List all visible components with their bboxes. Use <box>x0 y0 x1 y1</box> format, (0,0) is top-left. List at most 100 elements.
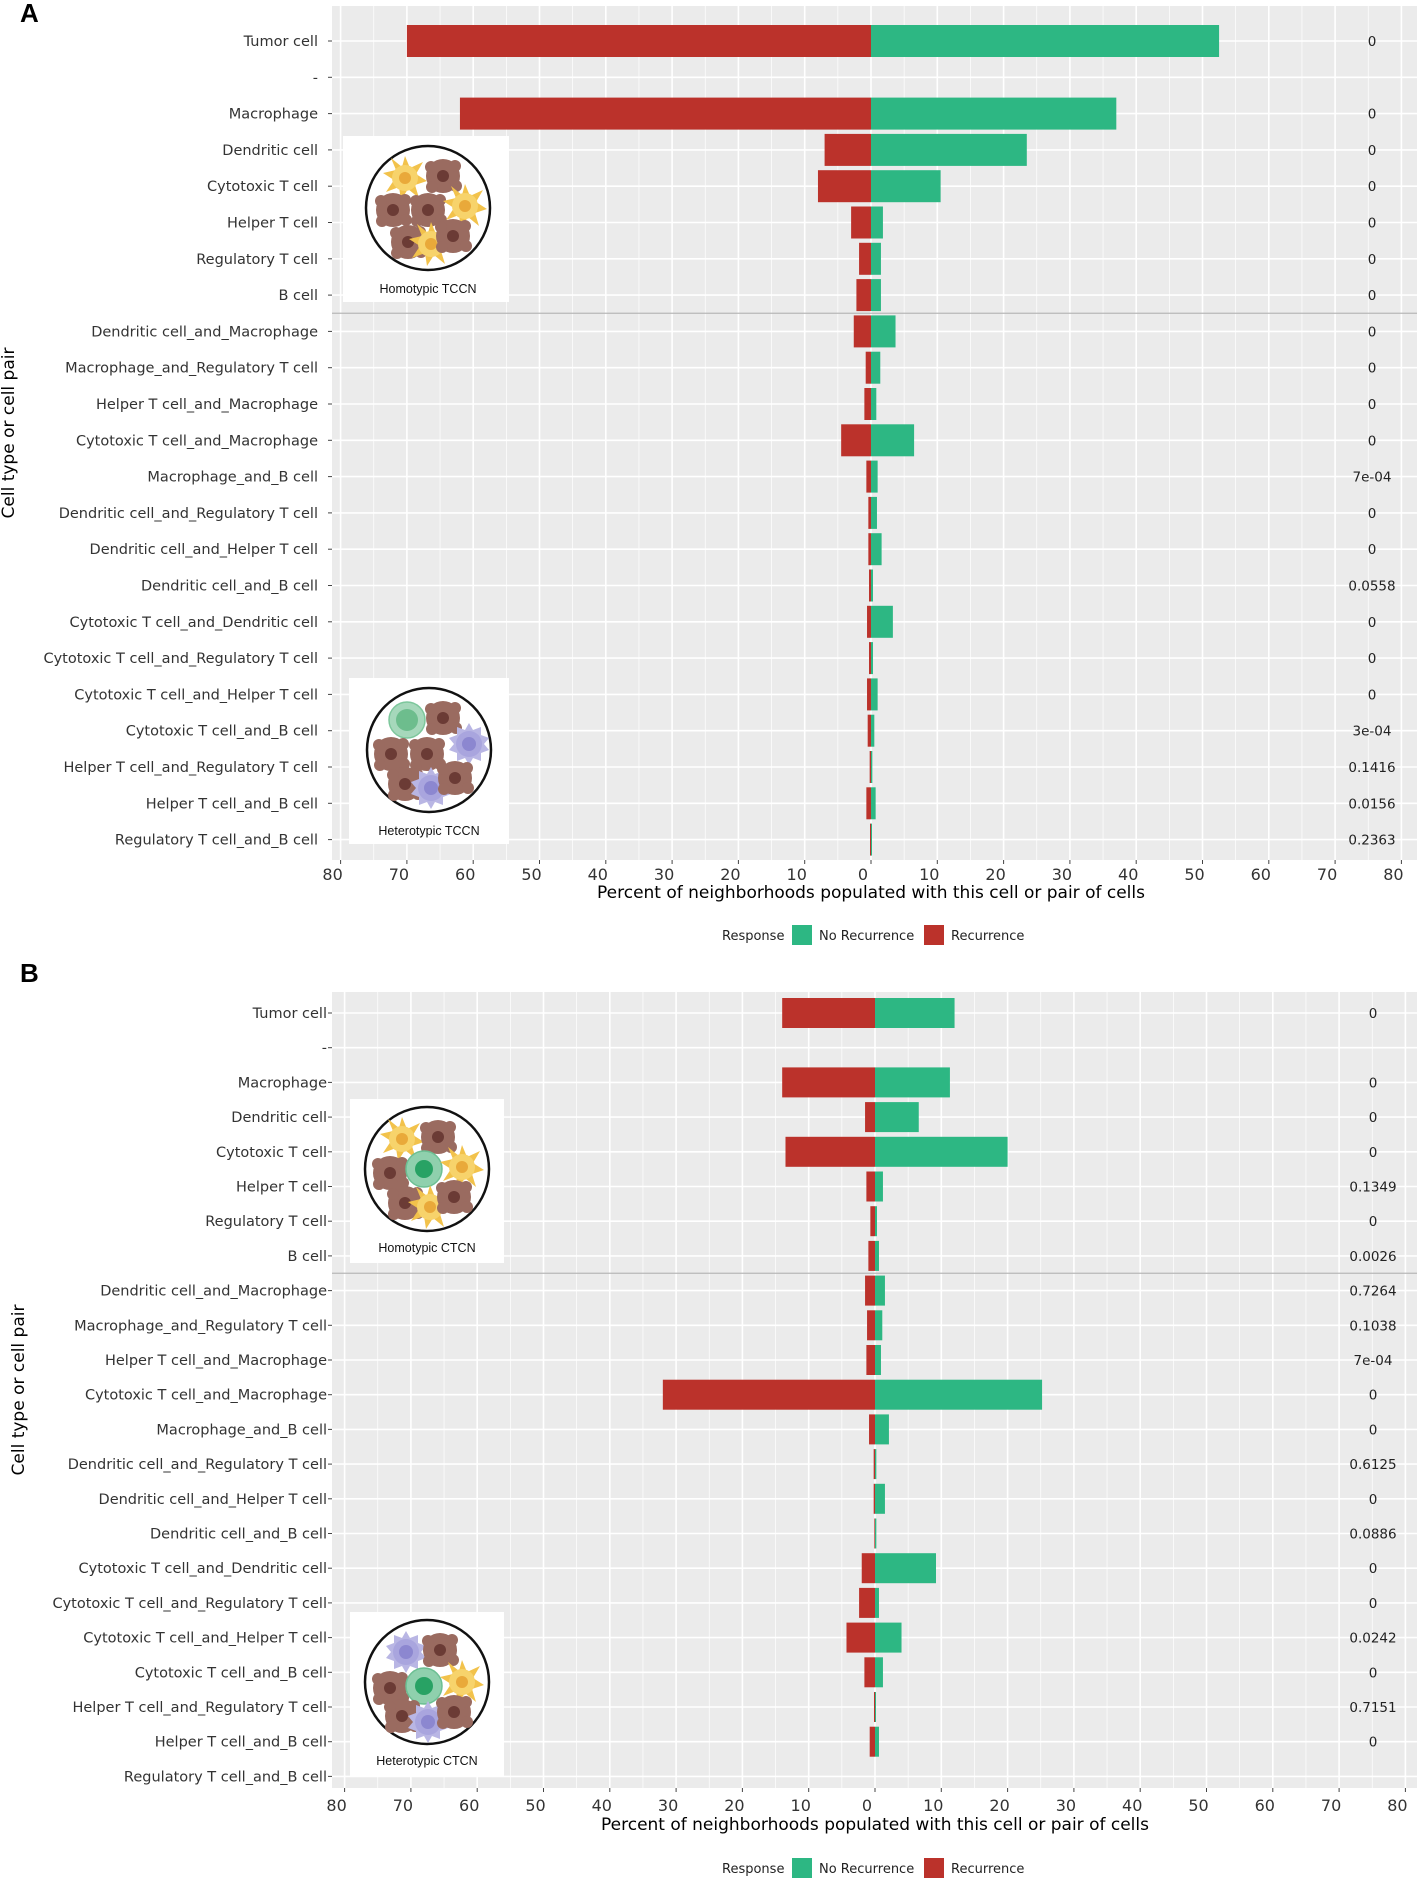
tumor-cell-icon <box>372 1156 409 1190</box>
bar-recurrence <box>868 533 871 566</box>
bar-recurrence <box>864 1657 875 1688</box>
x-axis-label-b: Percent of neighborhoods populated with … <box>601 1815 1149 1835</box>
x-ticks-b: 80 70 60 50 40 30 20 10 0 10 20 30 40 50 60 70 80 <box>326 1788 1408 1815</box>
bar-recurrence <box>851 206 871 239</box>
cytotoxic-t-cell-icon <box>405 1150 443 1188</box>
bar-recurrence <box>864 388 871 420</box>
bar-no-recurrence <box>871 279 881 312</box>
tumor-cell-icon <box>425 701 462 735</box>
bar-recurrence <box>406 25 871 57</box>
p-value-label: 0 <box>1369 1075 1378 1091</box>
bar-recurrence <box>868 496 871 529</box>
bar-recurrence <box>817 170 871 203</box>
category-labels-a: Tumor cell - Macrophage Dendritic cell Cytot… <box>43 34 332 849</box>
category-label: Helper T cell_and_Macrophage <box>105 1353 327 1369</box>
p-value-label: 0 <box>1368 687 1377 703</box>
bar-no-recurrence <box>875 1275 885 1306</box>
bar-no-recurrence <box>875 1067 950 1098</box>
inset-homotypic-tccn: Homotypic TCCN <box>343 136 509 302</box>
bar-no-recurrence <box>875 1553 936 1584</box>
category-label: Regulatory T cell <box>196 252 318 268</box>
bar-recurrence <box>869 1414 875 1445</box>
bar-no-recurrence <box>871 206 883 239</box>
bar-no-recurrence <box>875 998 955 1028</box>
bar-recurrence <box>846 1622 875 1653</box>
x-tick-label: 50 <box>1188 1796 1208 1815</box>
category-label: - <box>322 1041 327 1057</box>
bar-recurrence <box>867 714 871 747</box>
bar-no-recurrence <box>871 751 873 783</box>
bar-no-recurrence <box>875 1206 877 1237</box>
category-label: Cytotoxic T cell_and_Macrophage <box>85 1388 327 1404</box>
inset-homotypic-ctcn: Homotypic CTCN <box>350 1099 504 1263</box>
bar-recurrence <box>873 1449 875 1480</box>
bar-no-recurrence <box>875 1414 889 1445</box>
legend-label-no-recurrence: No Recurrence <box>819 929 914 944</box>
category-label: Cytotoxic T cell_and_Macrophage <box>76 433 318 449</box>
bar-recurrence <box>865 351 871 384</box>
bar-recurrence <box>866 1345 875 1375</box>
category-label: Tumor cell <box>243 34 318 50</box>
bar-recurrence <box>874 1518 875 1549</box>
category-label: Helper T cell_and_B cell <box>155 1735 327 1751</box>
category-label: B cell <box>278 288 318 304</box>
category-label: Dendritic cell_and_Macrophage <box>91 324 318 340</box>
cytotoxic-t-cell-icon <box>388 701 426 739</box>
p-value-label: 0 <box>1368 397 1377 413</box>
tumor-cell-icon <box>425 159 462 193</box>
p-value-label: 0 <box>1369 1422 1378 1438</box>
category-label: Cytotoxic T cell_and_B cell <box>126 724 318 740</box>
x-tick-label: 40 <box>1122 1796 1142 1815</box>
category-label: Regulatory T cell <box>205 1214 327 1230</box>
x-tick-label: 30 <box>1052 865 1072 884</box>
p-value-label: 0 <box>1368 433 1377 449</box>
bar-recurrence <box>870 1206 875 1237</box>
tumor-cell-icon <box>435 219 472 253</box>
category-label: Regulatory T cell_and_B cell <box>115 833 318 849</box>
tumor-cell-icon <box>422 1633 459 1667</box>
x-tick-label: 30 <box>654 865 674 884</box>
bar-recurrence <box>870 823 871 856</box>
x-tick-label: 80 <box>1387 1796 1407 1815</box>
category-label: Dendritic cell_and_Helper T cell <box>99 1492 327 1508</box>
x-tick-label: 80 <box>322 865 342 884</box>
x-tick-label: 30 <box>1056 1796 1076 1815</box>
x-tick-label: 20 <box>989 1796 1009 1815</box>
bar-recurrence <box>853 315 871 348</box>
bar-recurrence <box>861 1553 875 1584</box>
category-label: Regulatory T cell_and_B cell <box>124 1769 327 1785</box>
bar-recurrence <box>866 1171 875 1202</box>
category-label: Cytotoxic T cell <box>207 179 318 195</box>
bar-no-recurrence <box>875 1692 876 1722</box>
legend-label-no-recurrence: No Recurrence <box>819 1862 914 1877</box>
legend-swatch-recurrence <box>924 1858 944 1878</box>
legend-swatch-no-recurrence <box>792 1858 812 1878</box>
category-label: Cytotoxic T cell_and_Dendritic cell <box>70 615 318 631</box>
p-value-label: 0 <box>1368 143 1377 159</box>
legend-title: Response <box>722 929 784 944</box>
x-tick-label: 70 <box>1317 865 1337 884</box>
bar-no-recurrence <box>871 388 877 420</box>
inset-heterotypic-tccn: Heterotypic TCCN <box>349 678 509 844</box>
x-tick-label: 20 <box>724 1796 744 1815</box>
p-value-label: 3e-04 <box>1353 724 1392 740</box>
tumor-cell-icon <box>436 1695 473 1729</box>
legend-b: Response No Recurrence Recurrence <box>722 1858 1024 1878</box>
category-label: Macrophage_and_B cell <box>147 470 318 486</box>
bar-no-recurrence <box>871 823 872 856</box>
bar-recurrence <box>459 97 871 130</box>
bar-recurrence <box>869 642 871 675</box>
bar-no-recurrence <box>871 496 877 529</box>
category-label: Cytotoxic T cell_and_Regulatory T cell <box>43 651 318 667</box>
p-value-label: 0.1416 <box>1348 760 1395 776</box>
p-value-label: 0 <box>1369 1006 1378 1022</box>
bar-recurrence <box>866 460 871 493</box>
p-value-label: 0 <box>1369 1561 1378 1577</box>
bar-recurrence <box>662 1379 875 1410</box>
x-tick-label: 20 <box>720 865 740 884</box>
legend-title: Response <box>722 1862 784 1877</box>
x-tick-label: 10 <box>791 1796 811 1815</box>
category-label: Dendritic cell_and_Regulatory T cell <box>68 1457 327 1473</box>
bar-recurrence <box>874 1692 875 1722</box>
p-value-label: 0.6125 <box>1349 1457 1396 1473</box>
